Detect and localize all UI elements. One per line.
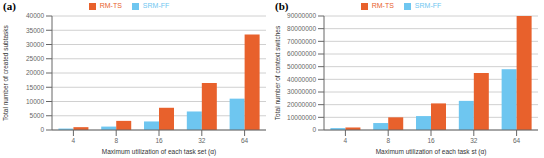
svg-text:30000000: 30000000: [287, 88, 316, 95]
svg-text:10000000: 10000000: [287, 114, 316, 121]
svg-text:64: 64: [513, 137, 521, 144]
svg-text:16: 16: [427, 137, 435, 144]
svg-text:16: 16: [155, 137, 163, 144]
svg-text:20000: 20000: [26, 69, 44, 76]
svg-text:64: 64: [241, 137, 249, 144]
svg-text:15000: 15000: [26, 84, 44, 91]
svg-text:5000: 5000: [30, 112, 45, 119]
svg-text:10000: 10000: [26, 98, 44, 105]
svg-text:Total number of created subtas: Total number of created subtasks: [8, 24, 9, 120]
html-text:SRM-FF: SRM-FF: [142, 2, 170, 9]
svg-text:8: 8: [386, 137, 390, 144]
svg-text:8: 8: [114, 137, 118, 144]
svg-text:25000: 25000: [26, 55, 44, 62]
svg-text:32: 32: [470, 137, 478, 144]
svg-text:50000000: 50000000: [287, 63, 316, 70]
svg-text:0: 0: [312, 126, 316, 133]
svg-text:4: 4: [344, 137, 348, 144]
html-text:SRM-FF: SRM-FF: [414, 2, 442, 9]
svg-text:90000000: 90000000: [287, 12, 316, 19]
svg-text:40000000: 40000000: [287, 76, 316, 83]
html-text:(a): (a): [3, 0, 16, 12]
svg-text:30000: 30000: [26, 41, 44, 48]
svg-text:20000000: 20000000: [287, 101, 316, 108]
svg-text:40000: 40000: [26, 12, 44, 19]
svg-text:70000000: 70000000: [287, 38, 316, 45]
svg-text:4: 4: [72, 137, 76, 144]
svg-text:Maximum utilization of each ta: Maximum utilization of each task st (α): [376, 148, 487, 156]
svg-text:0: 0: [40, 126, 44, 133]
html-text:RM-TS: RM-TS: [371, 2, 394, 9]
svg-text:Total number of context switch: Total number of context switches: [274, 25, 281, 120]
svg-text:Maximum utilization of each ta: Maximum utilization of each task set (α): [102, 148, 216, 156]
html-text:RM-TS: RM-TS: [99, 2, 122, 9]
svg-text:32: 32: [198, 137, 206, 144]
svg-text:80000000: 80000000: [287, 25, 316, 32]
svg-text:60000000: 60000000: [287, 50, 316, 57]
svg-text:35000: 35000: [26, 27, 44, 34]
html-text:(b): (b): [275, 0, 289, 12]
